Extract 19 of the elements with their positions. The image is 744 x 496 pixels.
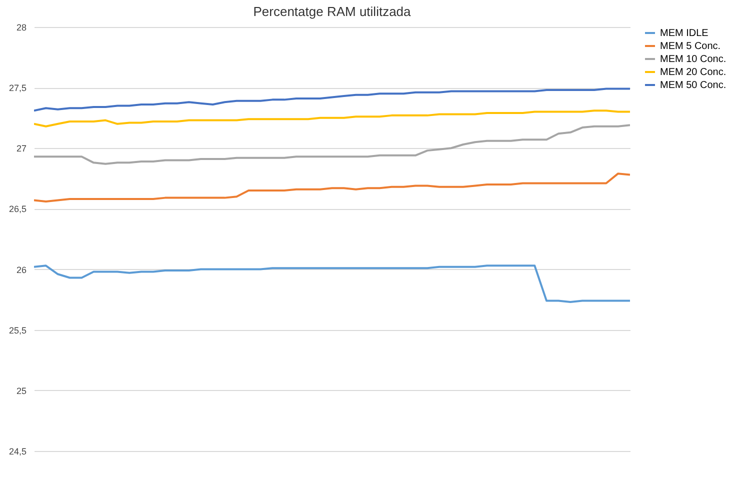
legend-label: MEM 20 Conc. — [660, 67, 726, 78]
y-tick-label: 24,5 — [8, 446, 26, 456]
legend-label: MEM 5 Conc. — [660, 41, 721, 52]
y-tick-label: 27,5 — [8, 83, 26, 94]
y-tick-label: 25 — [16, 386, 26, 396]
line-series — [34, 172, 630, 202]
legend-label: MEM 50 Conc. — [660, 80, 726, 91]
y-tick-label: 25,5 — [8, 325, 26, 336]
line-series — [34, 110, 630, 128]
legend-label: MEM 10 Conc. — [660, 54, 726, 65]
line-series — [34, 124, 630, 165]
line-series — [34, 88, 630, 112]
y-tick-label: 28 — [16, 22, 26, 32]
line-series — [34, 264, 630, 303]
y-tick-label: 26,5 — [8, 204, 26, 214]
legend-label: MEM IDLE — [660, 28, 709, 39]
y-tick-label: 27 — [16, 144, 26, 154]
chart-title: Percentatge RAM utilitzada — [253, 4, 412, 19]
y-tick-label: 26 — [16, 264, 26, 275]
